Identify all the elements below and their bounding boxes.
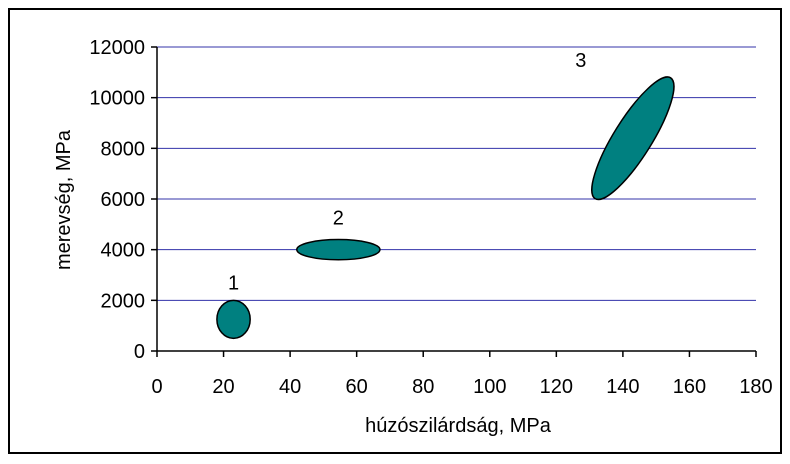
axis-layer: 0 2000 4000 6000 8000 10000 12000 0 20 40 60 80 100 1… xyxy=(89,37,772,398)
y-tick-label: 2000 xyxy=(101,290,146,312)
region-ellipse-1 xyxy=(216,299,251,340)
x-tick-label: 40 xyxy=(279,376,301,398)
y-tick-label: 4000 xyxy=(101,240,146,262)
region-label-1: 1 xyxy=(228,272,239,294)
x-tick-label: 120 xyxy=(540,376,573,398)
region-ellipse-3 xyxy=(591,76,675,201)
region-ellipse-2 xyxy=(296,238,381,261)
region-layer: 1 2 3 xyxy=(216,50,675,340)
y-axis-title: merevség, MPa xyxy=(53,129,75,270)
x-tick-label: 80 xyxy=(412,376,434,398)
x-tick-label: 180 xyxy=(739,376,772,398)
x-tick-label: 60 xyxy=(346,376,368,398)
y-tick-label: 10000 xyxy=(89,88,145,110)
region-label-3: 3 xyxy=(575,50,586,72)
x-tick-label: 20 xyxy=(212,376,234,398)
y-tick-label: 12000 xyxy=(89,37,145,59)
y-tick-label: 6000 xyxy=(101,189,146,211)
y-tick-label: 8000 xyxy=(101,138,146,160)
x-tick-label: 100 xyxy=(473,376,506,398)
y-tick-label: 0 xyxy=(134,341,145,363)
chart-frame xyxy=(8,8,782,454)
x-axis-title: húzószilárdság, MPa xyxy=(365,415,552,437)
x-tick-label: 0 xyxy=(151,376,162,398)
grid-layer xyxy=(157,46,756,301)
x-tick-label: 160 xyxy=(673,376,706,398)
x-tick-label: 140 xyxy=(606,376,639,398)
region-label-2: 2 xyxy=(333,208,344,230)
